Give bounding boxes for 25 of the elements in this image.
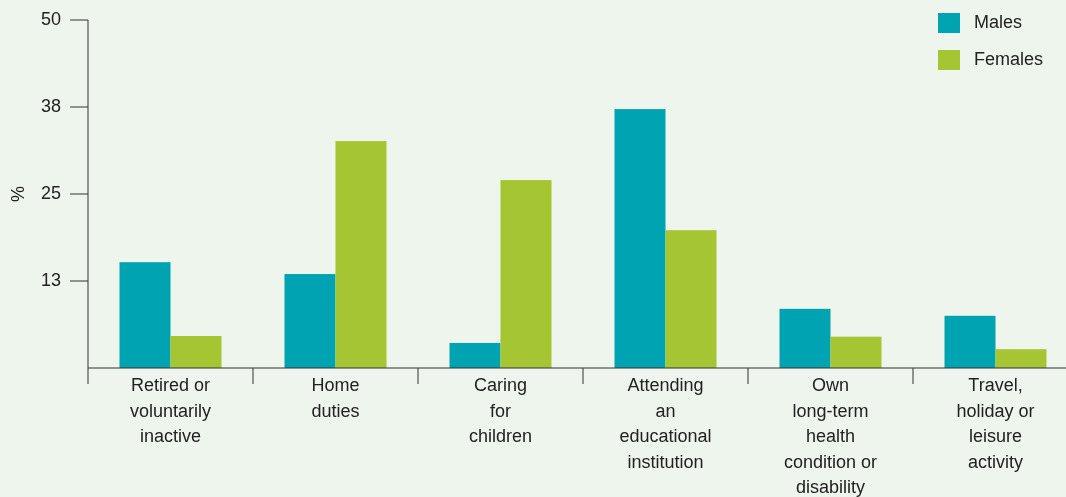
bar — [614, 109, 666, 368]
bar — [944, 315, 996, 368]
bar — [335, 141, 387, 368]
x-tick-label: Attending an educational institution — [619, 375, 712, 472]
bar — [779, 308, 831, 368]
bar — [284, 274, 336, 368]
x-tick-label: Retired or voluntarily inactive — [129, 375, 212, 446]
bar — [665, 230, 717, 368]
y-tick-label: 13 — [40, 269, 61, 290]
bar — [119, 262, 171, 368]
x-tick-label: Travel, holiday or leisure activity — [956, 375, 1035, 472]
legend-label: Females — [974, 48, 1044, 69]
bar — [830, 336, 882, 368]
x-tick-label: Own long-term health condition or disability — [783, 375, 878, 497]
y-axis-title: % — [8, 185, 28, 203]
legend-label: Males — [974, 11, 1023, 32]
bar — [449, 342, 501, 368]
bar — [995, 349, 1047, 368]
y-tick-label: 25 — [40, 182, 61, 203]
bar — [500, 180, 552, 368]
y-tick-label: 50 — [40, 8, 61, 29]
x-tick-label: Home duties — [311, 375, 360, 421]
x-tick-label: Caring for children — [468, 375, 533, 446]
y-tick-label: 38 — [40, 95, 61, 116]
bar — [170, 335, 222, 368]
